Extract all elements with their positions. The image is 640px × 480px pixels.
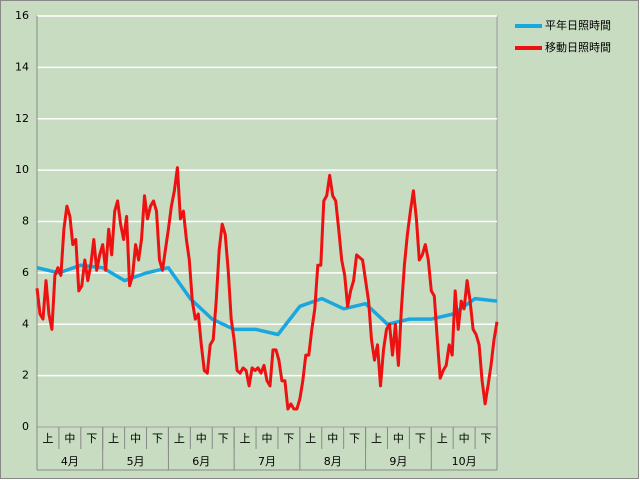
x-tick-label: 上 — [240, 432, 251, 445]
x-tick-label: 中 — [459, 432, 470, 445]
x-tick-label: 上 — [108, 432, 119, 445]
y-tick-label: 16 — [15, 9, 29, 22]
x-tick-label: 下 — [218, 432, 229, 445]
x-tick-label: 中 — [327, 432, 338, 445]
x-tick-label: 中 — [196, 432, 207, 445]
x-tick-label: 中 — [130, 432, 141, 445]
x-tick-label: 上 — [174, 432, 185, 445]
x-group-label: 4月 — [61, 455, 79, 468]
legend-label: 平年日照時間 — [545, 18, 611, 32]
x-group-label: 8月 — [324, 455, 342, 468]
y-tick-label: 0 — [22, 420, 29, 433]
x-tick-label: 上 — [42, 432, 53, 445]
x-group-label: 10月 — [452, 455, 477, 468]
x-tick-label: 中 — [262, 432, 273, 445]
legend-label: 移動日照時間 — [545, 40, 611, 54]
y-tick-label: 6 — [22, 266, 29, 279]
x-tick-label: 下 — [415, 432, 426, 445]
x-tick-label: 下 — [152, 432, 163, 445]
x-tick-label: 上 — [371, 432, 382, 445]
x-group-label: 7月 — [258, 455, 276, 468]
x-tick-label: 中 — [64, 432, 75, 445]
y-tick-label: 10 — [15, 163, 29, 176]
y-tick-label: 14 — [15, 60, 29, 73]
x-group-label: 9月 — [389, 455, 407, 468]
y-tick-label: 12 — [15, 112, 29, 125]
x-tick-label: 上 — [437, 432, 448, 445]
y-tick-label: 4 — [22, 317, 29, 330]
x-tick-label: 下 — [86, 432, 97, 445]
x-tick-label: 下 — [349, 432, 360, 445]
data-line — [35, 166, 499, 411]
x-group-label: 6月 — [192, 455, 210, 468]
y-tick-label: 8 — [22, 215, 29, 228]
x-tick-label: 中 — [393, 432, 404, 445]
data-line — [36, 263, 498, 337]
x-tick-label: 下 — [283, 432, 294, 445]
x-tick-label: 下 — [481, 432, 492, 445]
x-group-label: 5月 — [127, 455, 145, 468]
x-tick-label: 上 — [305, 432, 316, 445]
y-tick-label: 2 — [22, 369, 29, 382]
